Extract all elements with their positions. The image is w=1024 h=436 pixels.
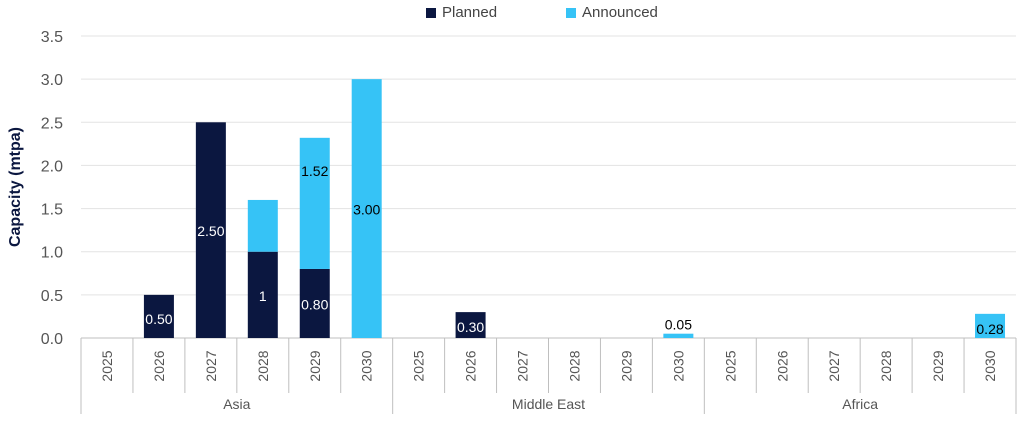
y-tick-label: 0.0 bbox=[41, 331, 63, 348]
legend-swatch-planned bbox=[426, 7, 436, 18]
x-tick-label: 2026 bbox=[463, 350, 479, 381]
group-label: Asia bbox=[223, 396, 250, 412]
x-tick-label: 2030 bbox=[670, 350, 686, 381]
x-tick-label: 2025 bbox=[99, 350, 115, 381]
bar-announced bbox=[663, 333, 694, 338]
bar-planned bbox=[455, 312, 486, 338]
data-label: 2.50 bbox=[197, 223, 224, 239]
data-label: 0.28 bbox=[976, 321, 1003, 337]
legend-label-planned: Planned bbox=[442, 4, 498, 21]
x-tick-label: 2029 bbox=[930, 350, 946, 381]
bar-announced bbox=[299, 137, 330, 269]
y-tick-label: 2.0 bbox=[41, 158, 63, 175]
x-tick-label: 2030 bbox=[982, 350, 998, 381]
y-tick-label: 0.5 bbox=[41, 288, 63, 305]
bar-planned bbox=[195, 122, 226, 339]
legend-swatch-announced bbox=[566, 7, 576, 18]
bar-announced bbox=[351, 79, 382, 339]
x-tick-label: 2029 bbox=[307, 350, 323, 381]
x-tick-label: 2026 bbox=[774, 350, 790, 381]
legend-item-announced: Announced bbox=[566, 4, 658, 21]
y-tick-label: 1.5 bbox=[41, 202, 63, 219]
x-tick-label: 2027 bbox=[203, 350, 219, 381]
legend: Planned Announced bbox=[0, 4, 1024, 24]
x-tick-label: 2028 bbox=[566, 350, 582, 381]
data-label: 1.52 bbox=[301, 163, 328, 179]
x-tick-label: 2027 bbox=[826, 350, 842, 381]
legend-item-planned: Planned bbox=[426, 4, 497, 21]
bar-announced bbox=[247, 199, 278, 252]
x-tick-label: 2027 bbox=[515, 350, 531, 381]
x-tick-label: 2028 bbox=[255, 350, 271, 381]
data-label: 3.00 bbox=[353, 202, 380, 218]
x-tick-label: 2025 bbox=[411, 350, 427, 381]
data-label: 0.80 bbox=[301, 296, 328, 312]
y-axis-label: Capacity (mtpa) bbox=[7, 127, 24, 247]
y-tick-label: 1.0 bbox=[41, 245, 63, 262]
bar-planned bbox=[247, 251, 278, 338]
x-tick-label: 2026 bbox=[151, 350, 167, 381]
x-tick-label: 2028 bbox=[878, 350, 894, 381]
x-tick-label: 2030 bbox=[359, 350, 375, 381]
group-label: Middle East bbox=[512, 396, 585, 412]
y-tick-label: 3.0 bbox=[41, 72, 63, 89]
data-label: 0.30 bbox=[457, 319, 484, 335]
bar-planned bbox=[299, 268, 330, 338]
bar-planned bbox=[143, 294, 174, 338]
y-tick-label: 3.5 bbox=[41, 29, 63, 46]
y-tick-label: 2.5 bbox=[41, 115, 63, 132]
data-label: 1 bbox=[259, 288, 267, 304]
x-tick-label: 2029 bbox=[618, 350, 634, 381]
group-label: Africa bbox=[842, 396, 878, 412]
x-tick-label: 2025 bbox=[722, 350, 738, 381]
data-label: 0.05 bbox=[665, 317, 692, 333]
bar-announced bbox=[975, 313, 1006, 338]
data-label: 0.50 bbox=[145, 311, 172, 327]
legend-label-announced: Announced bbox=[582, 4, 658, 21]
